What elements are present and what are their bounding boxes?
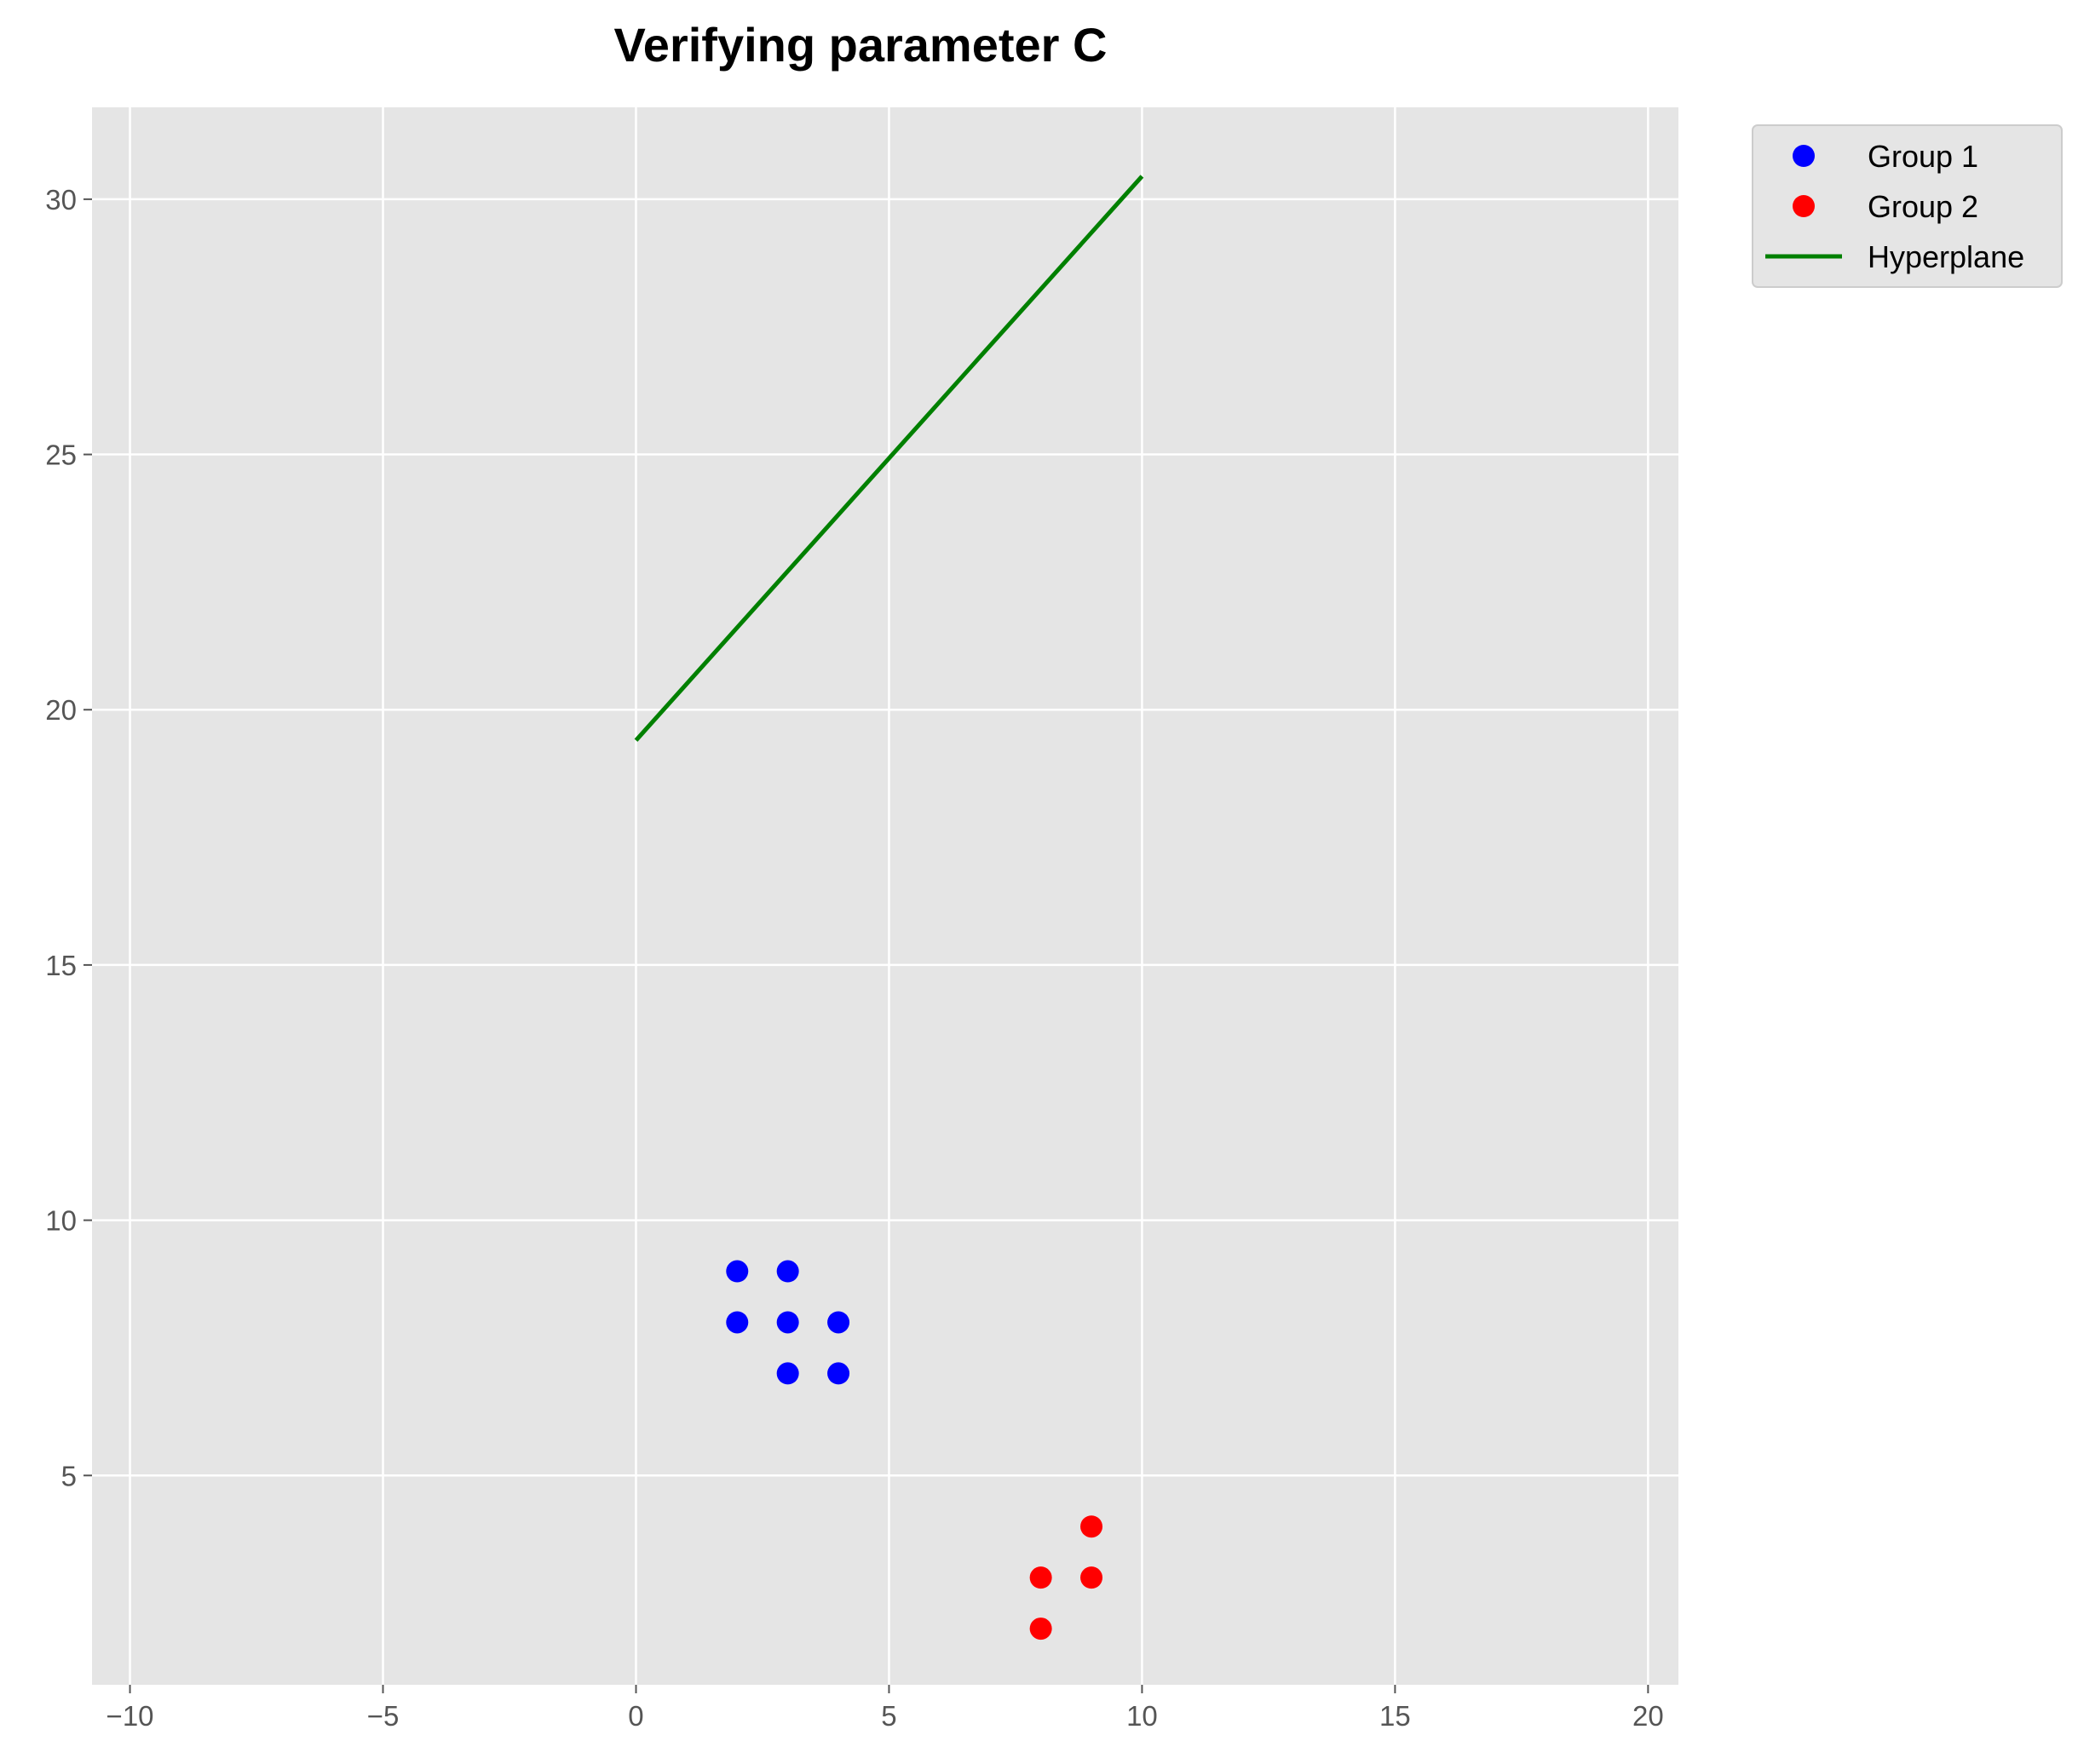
gridlines (92, 107, 1678, 1685)
legend: Group 1 Group 2 Hyperplane (1752, 124, 2063, 288)
y-tick-label: 25 (45, 440, 77, 471)
scatter-point (1080, 1566, 1103, 1589)
scatter-point (827, 1362, 850, 1385)
x-tick-label: −10 (106, 1700, 154, 1732)
y-tick-label: 20 (45, 694, 77, 726)
y-tick-label: 5 (61, 1460, 77, 1491)
axes: −10 −5 0 5 10 15 20 5 10 15 20 25 30 (45, 184, 1663, 1732)
y-tick-label: 10 (45, 1205, 77, 1237)
chart-title: Verifying parameter C (614, 18, 1108, 72)
scatter-point (1029, 1617, 1052, 1640)
y-tick-label: 30 (45, 184, 77, 215)
x-tick-label: 0 (628, 1700, 643, 1732)
scatter-point (726, 1260, 749, 1283)
legend-label: Group 2 (1868, 189, 1978, 224)
scatter-point (1029, 1566, 1052, 1589)
legend-label: Group 1 (1868, 139, 1978, 174)
x-tick-label: 15 (1379, 1700, 1411, 1732)
y-tick-label: 15 (45, 950, 77, 981)
legend-marker (1793, 195, 1815, 217)
scatter-point (776, 1362, 799, 1385)
series-marks (634, 175, 1144, 1640)
scatter-point (776, 1260, 799, 1283)
x-tick-label: 10 (1126, 1700, 1158, 1732)
hyperplane-line (634, 175, 1144, 742)
scatter-point (726, 1311, 749, 1334)
plot-area (92, 107, 1678, 1685)
scatter-point (776, 1311, 799, 1334)
x-tick-label: −5 (367, 1700, 400, 1732)
legend-marker (1793, 145, 1815, 167)
x-tick-label: 5 (881, 1700, 896, 1732)
scatter-point (1080, 1515, 1103, 1538)
scatter-point (827, 1311, 850, 1334)
x-tick-label: 20 (1632, 1700, 1664, 1732)
legend-box (1752, 124, 2063, 288)
legend-label: Hyperplane (1868, 239, 2024, 274)
